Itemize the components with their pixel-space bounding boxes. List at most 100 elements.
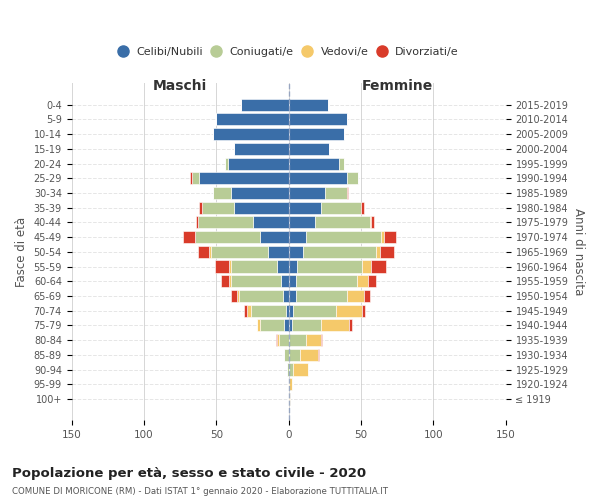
Bar: [215, 260, 229, 272]
Text: Popolazione per età, sesso e stato civile - 2020: Popolazione per età, sesso e stato civil…: [12, 468, 366, 480]
Bar: [315, 216, 370, 228]
Bar: [229, 260, 231, 272]
Bar: [340, 158, 344, 170]
Bar: [194, 231, 260, 243]
Bar: [289, 364, 293, 376]
Bar: [231, 187, 289, 199]
Bar: [202, 202, 234, 213]
Bar: [287, 364, 289, 376]
Bar: [362, 304, 365, 316]
Bar: [347, 290, 364, 302]
Y-axis label: Fasce di età: Fasce di età: [15, 216, 28, 287]
Bar: [289, 98, 328, 110]
Bar: [289, 393, 290, 405]
Bar: [183, 231, 194, 243]
Bar: [278, 334, 289, 346]
Bar: [306, 231, 381, 243]
Bar: [214, 128, 289, 140]
Bar: [376, 246, 380, 258]
Bar: [320, 334, 322, 346]
Bar: [284, 320, 289, 332]
Bar: [371, 260, 386, 272]
Bar: [241, 98, 289, 110]
Y-axis label: Anni di nascita: Anni di nascita: [572, 208, 585, 296]
Bar: [277, 260, 289, 272]
Bar: [370, 216, 371, 228]
Bar: [268, 246, 289, 258]
Bar: [251, 304, 286, 316]
Bar: [199, 202, 202, 213]
Bar: [221, 275, 229, 287]
Bar: [260, 231, 289, 243]
Bar: [289, 128, 344, 140]
Bar: [253, 216, 289, 228]
Bar: [228, 158, 289, 170]
Bar: [289, 260, 298, 272]
Bar: [292, 320, 320, 332]
Bar: [337, 304, 362, 316]
Bar: [286, 304, 289, 316]
Bar: [231, 275, 281, 287]
Bar: [381, 231, 384, 243]
Text: Femmine: Femmine: [362, 79, 433, 93]
Bar: [289, 187, 325, 199]
Bar: [325, 187, 347, 199]
Bar: [362, 260, 371, 272]
Bar: [361, 202, 364, 213]
Bar: [236, 290, 239, 302]
Bar: [190, 172, 192, 184]
Bar: [289, 304, 293, 316]
Bar: [231, 260, 277, 272]
Bar: [275, 334, 277, 346]
Bar: [197, 216, 253, 228]
Bar: [199, 172, 289, 184]
Bar: [368, 275, 376, 287]
Bar: [284, 349, 289, 361]
Bar: [214, 187, 231, 199]
Bar: [234, 143, 289, 155]
Bar: [296, 290, 347, 302]
Bar: [289, 290, 296, 302]
Bar: [289, 216, 315, 228]
Bar: [289, 202, 320, 213]
Bar: [289, 320, 292, 332]
Bar: [229, 275, 231, 287]
Bar: [298, 260, 362, 272]
Bar: [225, 158, 228, 170]
Bar: [357, 275, 368, 287]
Bar: [209, 246, 211, 258]
Bar: [277, 334, 278, 346]
Bar: [234, 202, 289, 213]
Text: Maschi: Maschi: [153, 79, 207, 93]
Bar: [260, 320, 284, 332]
Bar: [347, 172, 358, 184]
Legend: Celibi/Nubili, Coniugati/e, Vedovi/e, Divorziati/e: Celibi/Nubili, Coniugati/e, Vedovi/e, Di…: [114, 42, 463, 62]
Bar: [289, 378, 292, 390]
Bar: [289, 114, 347, 126]
Bar: [289, 172, 347, 184]
Bar: [303, 246, 376, 258]
Text: COMUNE DI MORICONE (RM) - Dati ISTAT 1° gennaio 2020 - Elaborazione TUTTITALIA.I: COMUNE DI MORICONE (RM) - Dati ISTAT 1° …: [12, 488, 388, 496]
Bar: [293, 364, 308, 376]
Bar: [320, 320, 349, 332]
Bar: [231, 290, 236, 302]
Bar: [347, 187, 348, 199]
Bar: [281, 275, 289, 287]
Bar: [196, 216, 197, 228]
Bar: [289, 143, 329, 155]
Bar: [296, 275, 357, 287]
Bar: [306, 334, 320, 346]
Bar: [239, 290, 283, 302]
Bar: [289, 334, 306, 346]
Bar: [289, 158, 340, 170]
Bar: [317, 349, 319, 361]
Bar: [257, 320, 260, 332]
Bar: [384, 231, 396, 243]
Bar: [289, 349, 300, 361]
Bar: [211, 246, 268, 258]
Bar: [197, 246, 209, 258]
Bar: [371, 216, 374, 228]
Bar: [192, 172, 199, 184]
Bar: [244, 304, 247, 316]
Bar: [283, 290, 289, 302]
